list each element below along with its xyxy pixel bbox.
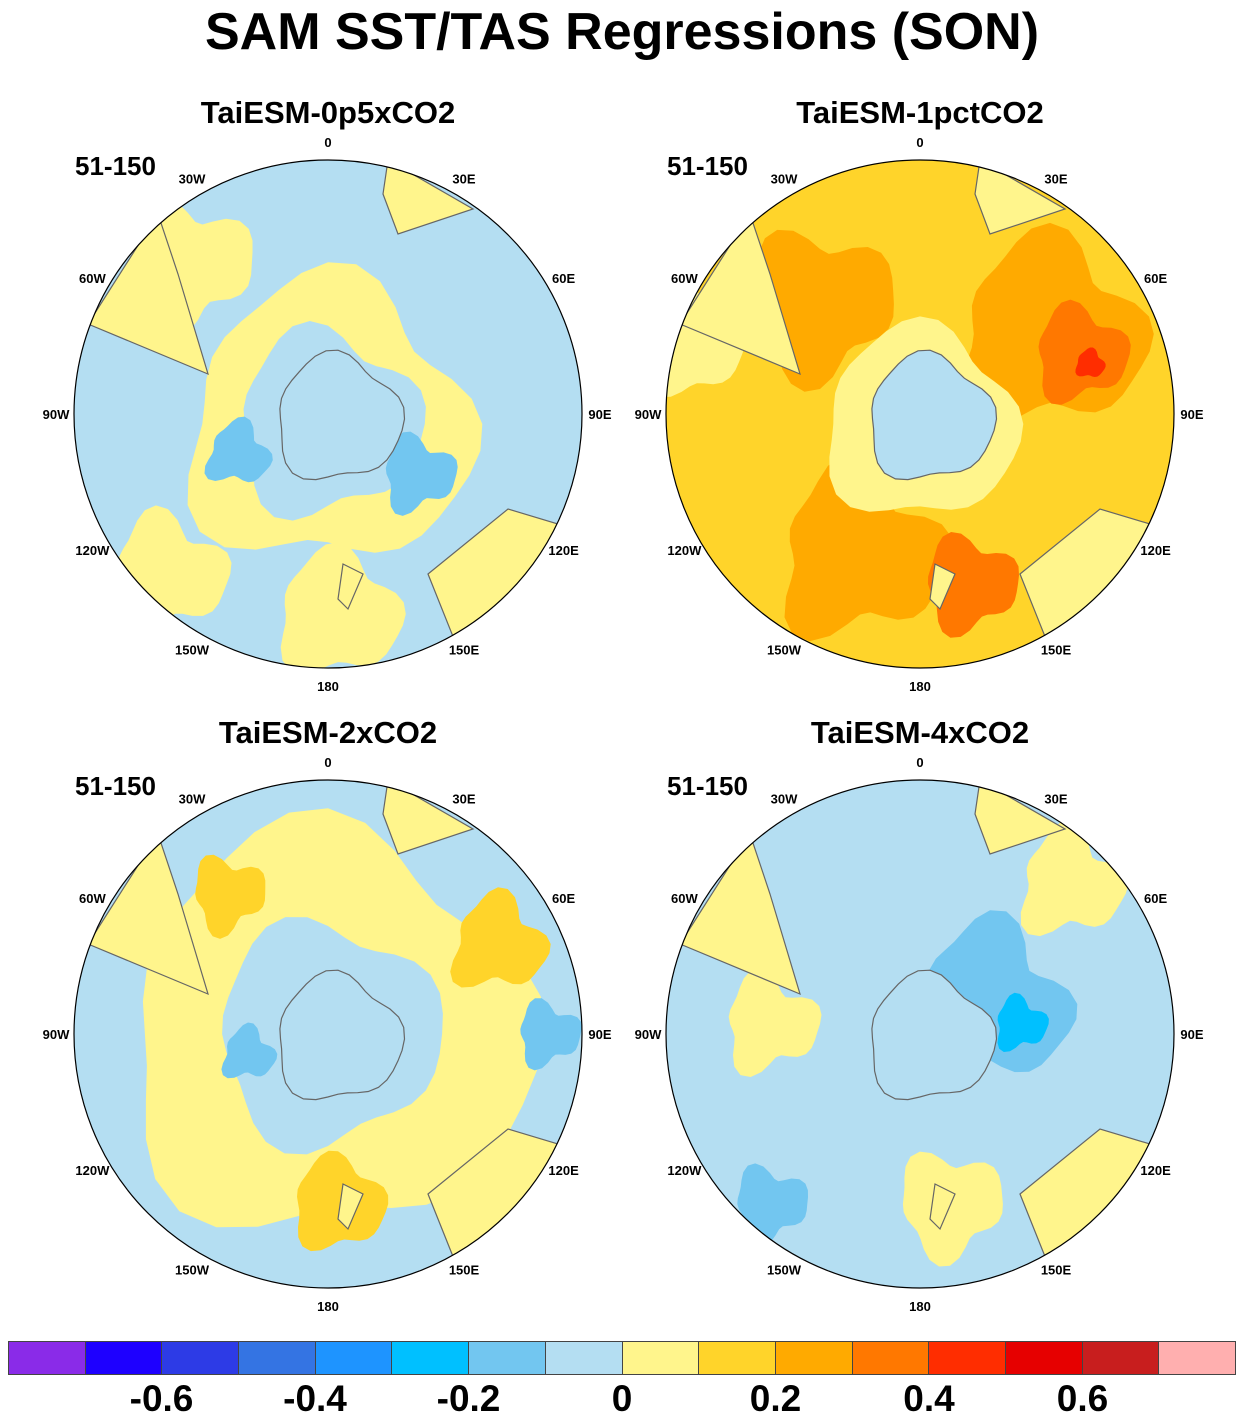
colorbar-tick-label: -0.2	[436, 1378, 501, 1419]
year-range-label: 51-150	[667, 771, 748, 801]
colorbar-swatch	[544, 1341, 622, 1375]
map-panel-1pctco2: TaiESM-1pctCO2 51-150	[620, 95, 1220, 695]
map-panel-4xco2: TaiESM-4xCO2 51-150	[620, 715, 1220, 1315]
colorbar-swatch	[1158, 1341, 1236, 1375]
panel-title: TaiESM-0p5xCO2	[200, 95, 456, 130]
colorbar-swatch	[1081, 1341, 1159, 1375]
year-range-label: 51-150	[75, 151, 156, 181]
colorbar-swatch	[851, 1341, 929, 1375]
colorbar-swatch	[84, 1341, 162, 1375]
colorbar-tick-label: 0.2	[749, 1378, 802, 1419]
colorbar-swatch	[314, 1341, 392, 1375]
colorbar	[8, 1341, 1236, 1375]
colorbar-tick-label: -0.6	[129, 1378, 194, 1419]
colorbar-swatch	[1004, 1341, 1082, 1375]
colorbar-tick-label: 0	[611, 1378, 633, 1419]
year-range-label: 51-150	[667, 151, 748, 181]
colorbar-swatch	[238, 1341, 315, 1375]
colorbar-swatch	[8, 1341, 85, 1375]
colorbar-swatch	[774, 1341, 852, 1375]
panel-title: TaiESM-4xCO2	[810, 715, 1030, 750]
year-range-label: 51-150	[75, 771, 156, 801]
colorbar-tick-label: -0.4	[283, 1378, 347, 1419]
colorbar-swatch	[621, 1341, 699, 1375]
map-panel-2xco2: TaiESM-2xCO2 51-150	[28, 715, 628, 1315]
colorbar-tick-label: 0.4	[903, 1378, 955, 1419]
colorbar-swatch	[468, 1341, 545, 1375]
colorbar-swatch	[698, 1341, 775, 1375]
colorbar-swatch	[391, 1341, 469, 1375]
panel-title: TaiESM-2xCO2	[218, 715, 438, 750]
colorbar-tick-label: 0.6	[1056, 1378, 1109, 1419]
main-title: SAM SST/TAS Regressions (SON)	[204, 3, 1040, 61]
colorbar-swatch	[161, 1341, 239, 1375]
map-panel-0p5xco2: TaiESM-0p5xCO2 51-150	[28, 95, 628, 695]
panel-title: TaiESM-1pctCO2	[796, 95, 1044, 130]
colorbar-swatch	[928, 1341, 1005, 1375]
